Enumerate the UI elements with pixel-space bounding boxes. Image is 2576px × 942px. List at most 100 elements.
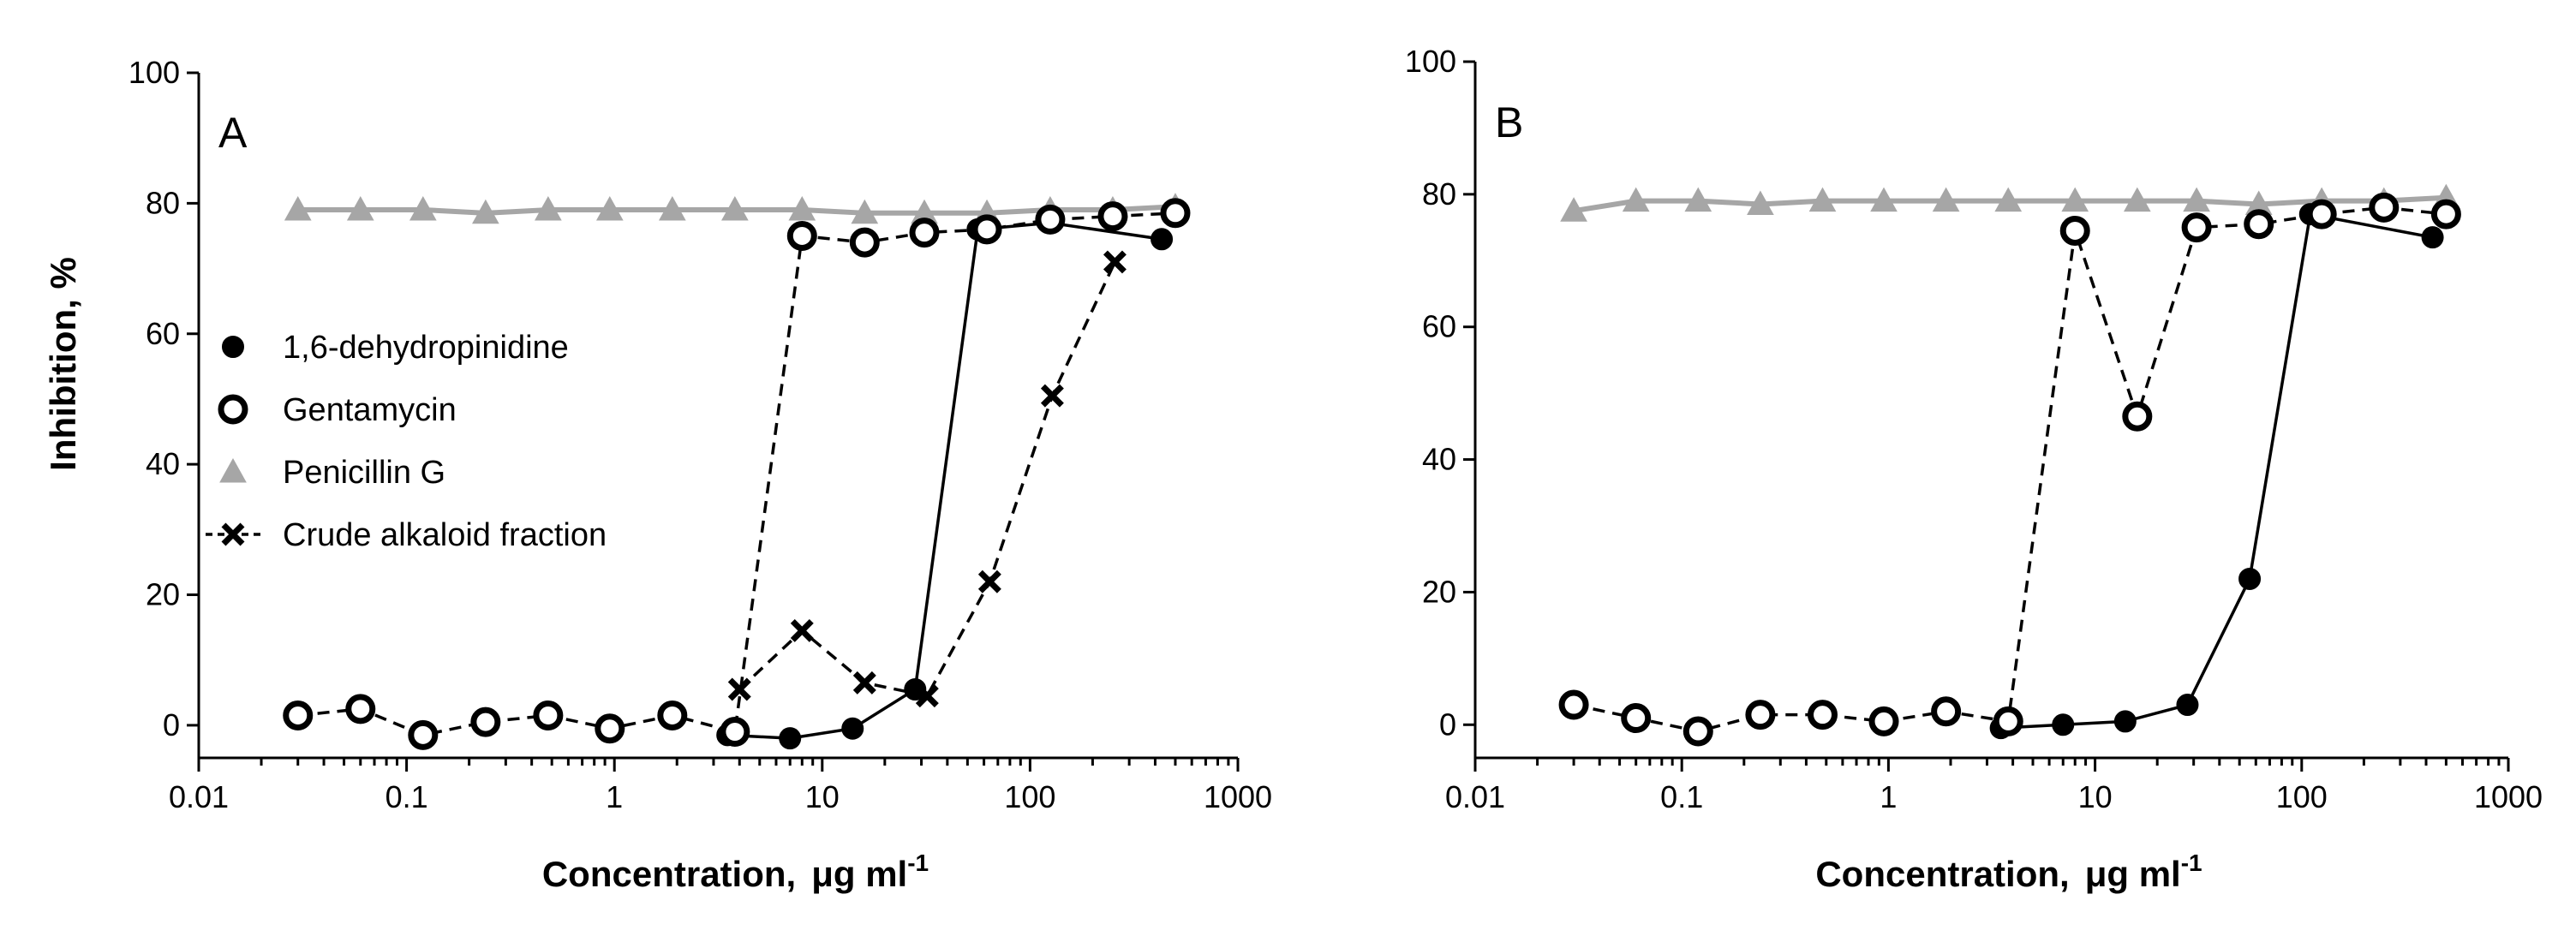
data-point	[841, 717, 864, 740]
data-point	[971, 214, 1002, 245]
data-point	[779, 727, 802, 750]
data-point	[2369, 192, 2400, 223]
series-1-6-dehydropinidine	[716, 212, 1174, 750]
data-point	[849, 227, 880, 258]
data-point	[345, 694, 376, 724]
data-point	[1808, 187, 1837, 212]
panel-letter: B	[1495, 98, 1523, 146]
legend-marker	[219, 457, 247, 483]
data-point	[2113, 710, 2137, 733]
x-tick-label: 10	[2078, 779, 2113, 814]
series-gentamycin	[1558, 192, 2461, 747]
legend-marker	[222, 336, 244, 358]
data-point	[1931, 696, 1962, 727]
data-point	[1560, 197, 1587, 222]
data-point	[2176, 694, 2199, 717]
y-tick-label: 20	[1422, 574, 1456, 609]
data-point	[2181, 212, 2212, 243]
data-point	[2061, 187, 2089, 212]
data-point	[533, 700, 564, 730]
y-tick-label: 40	[146, 446, 180, 481]
data-point	[852, 671, 876, 695]
data-point	[2244, 209, 2274, 240]
y-tick-label: 40	[1422, 442, 1456, 477]
x-tick-label: 0.01	[1445, 779, 1505, 814]
x-tick-label: 100	[2276, 779, 2328, 814]
data-point	[1151, 228, 1174, 251]
data-point	[1035, 204, 1066, 235]
data-point	[1558, 689, 1589, 720]
legend-marker	[221, 522, 245, 546]
data-point	[2123, 187, 2151, 212]
y-axis-title: Inhibition, %	[43, 257, 83, 471]
x-tick-label: 1000	[2474, 779, 2543, 814]
y-tick-label: 60	[146, 316, 180, 351]
data-point	[1994, 187, 2023, 212]
data-point	[2306, 199, 2337, 230]
legend-marker	[218, 394, 248, 425]
data-point	[720, 717, 750, 748]
x-tick-label: 1	[606, 779, 623, 814]
y-tick-label: 100	[129, 55, 180, 90]
data-point	[470, 706, 501, 737]
x-tick-label: 100	[1004, 779, 1055, 814]
x-axis-title: Concentration, μg ml-1	[542, 850, 929, 894]
legend-item: Crude alkaloid fraction	[206, 517, 607, 553]
data-point	[2238, 567, 2262, 590]
data-point	[346, 195, 374, 221]
series-line	[1573, 206, 2447, 733]
chart-panel-a: 0 20 40 60 80 100 0.01 0.1 1 10 100 1000 Concentrati…	[43, 55, 1272, 894]
data-point	[2059, 215, 2090, 246]
data-point	[595, 195, 624, 221]
y-tick-label: 60	[1422, 309, 1456, 344]
data-point	[2122, 401, 2153, 432]
data-point	[1993, 706, 2023, 736]
x-axis-unit-superscript: -1	[2181, 850, 2202, 876]
data-point	[1868, 706, 1899, 736]
x-tick-label: 10	[805, 779, 840, 814]
data-point	[915, 684, 939, 708]
data-point	[1160, 198, 1191, 229]
data-point	[727, 677, 751, 701]
data-point	[283, 700, 314, 730]
data-point	[1621, 703, 1652, 734]
legend-label: Gentamycin	[283, 392, 457, 428]
x-axis-title-text: Concentration,	[542, 854, 796, 894]
series-1-6-dehydropinidine	[1989, 203, 2444, 740]
series-line	[727, 221, 1162, 740]
data-point	[1932, 187, 1960, 212]
data-point	[1097, 201, 1128, 232]
x-axis-title-text: Concentration,	[1815, 854, 2069, 894]
series-crude-alkaloid-fraction	[727, 250, 1127, 708]
legend-label: Penicillin G	[283, 455, 445, 491]
x-axis-unit: μg ml	[811, 854, 907, 894]
data-point	[1808, 700, 1838, 730]
data-point	[977, 569, 1001, 593]
y-tick-label: 80	[146, 185, 180, 220]
data-point	[535, 195, 562, 221]
data-point	[721, 195, 749, 221]
data-point	[1747, 190, 1774, 215]
series-gentamycin	[283, 198, 1191, 750]
data-point	[2052, 713, 2075, 736]
data-point	[2183, 187, 2210, 212]
x-tick-label: 0.1	[1660, 779, 1703, 814]
x-axis-title: Concentration, μg ml-1	[1815, 850, 2202, 894]
legend-label: Crude alkaloid fraction	[283, 517, 607, 553]
data-point	[1745, 700, 1776, 730]
data-point	[790, 618, 814, 642]
y-tick-label: 100	[1405, 44, 1456, 79]
data-point	[1103, 250, 1127, 274]
x-tick-label: 0.1	[386, 779, 428, 814]
data-point	[1870, 187, 1898, 212]
chart-panel-b: 0 20 40 60 80 100 0.01 0.1 1 10 100 1000 Concentrati…	[1405, 44, 2543, 894]
x-axis-unit-superscript: -1	[907, 850, 929, 876]
x-tick-label: 0.01	[169, 779, 229, 814]
series-line	[738, 261, 1117, 698]
legend-item: Gentamycin	[218, 392, 457, 428]
data-point	[1040, 384, 1064, 408]
legend-label: 1,6-dehydropinidine	[283, 330, 569, 366]
data-point	[2421, 226, 2444, 249]
data-point	[408, 719, 439, 750]
